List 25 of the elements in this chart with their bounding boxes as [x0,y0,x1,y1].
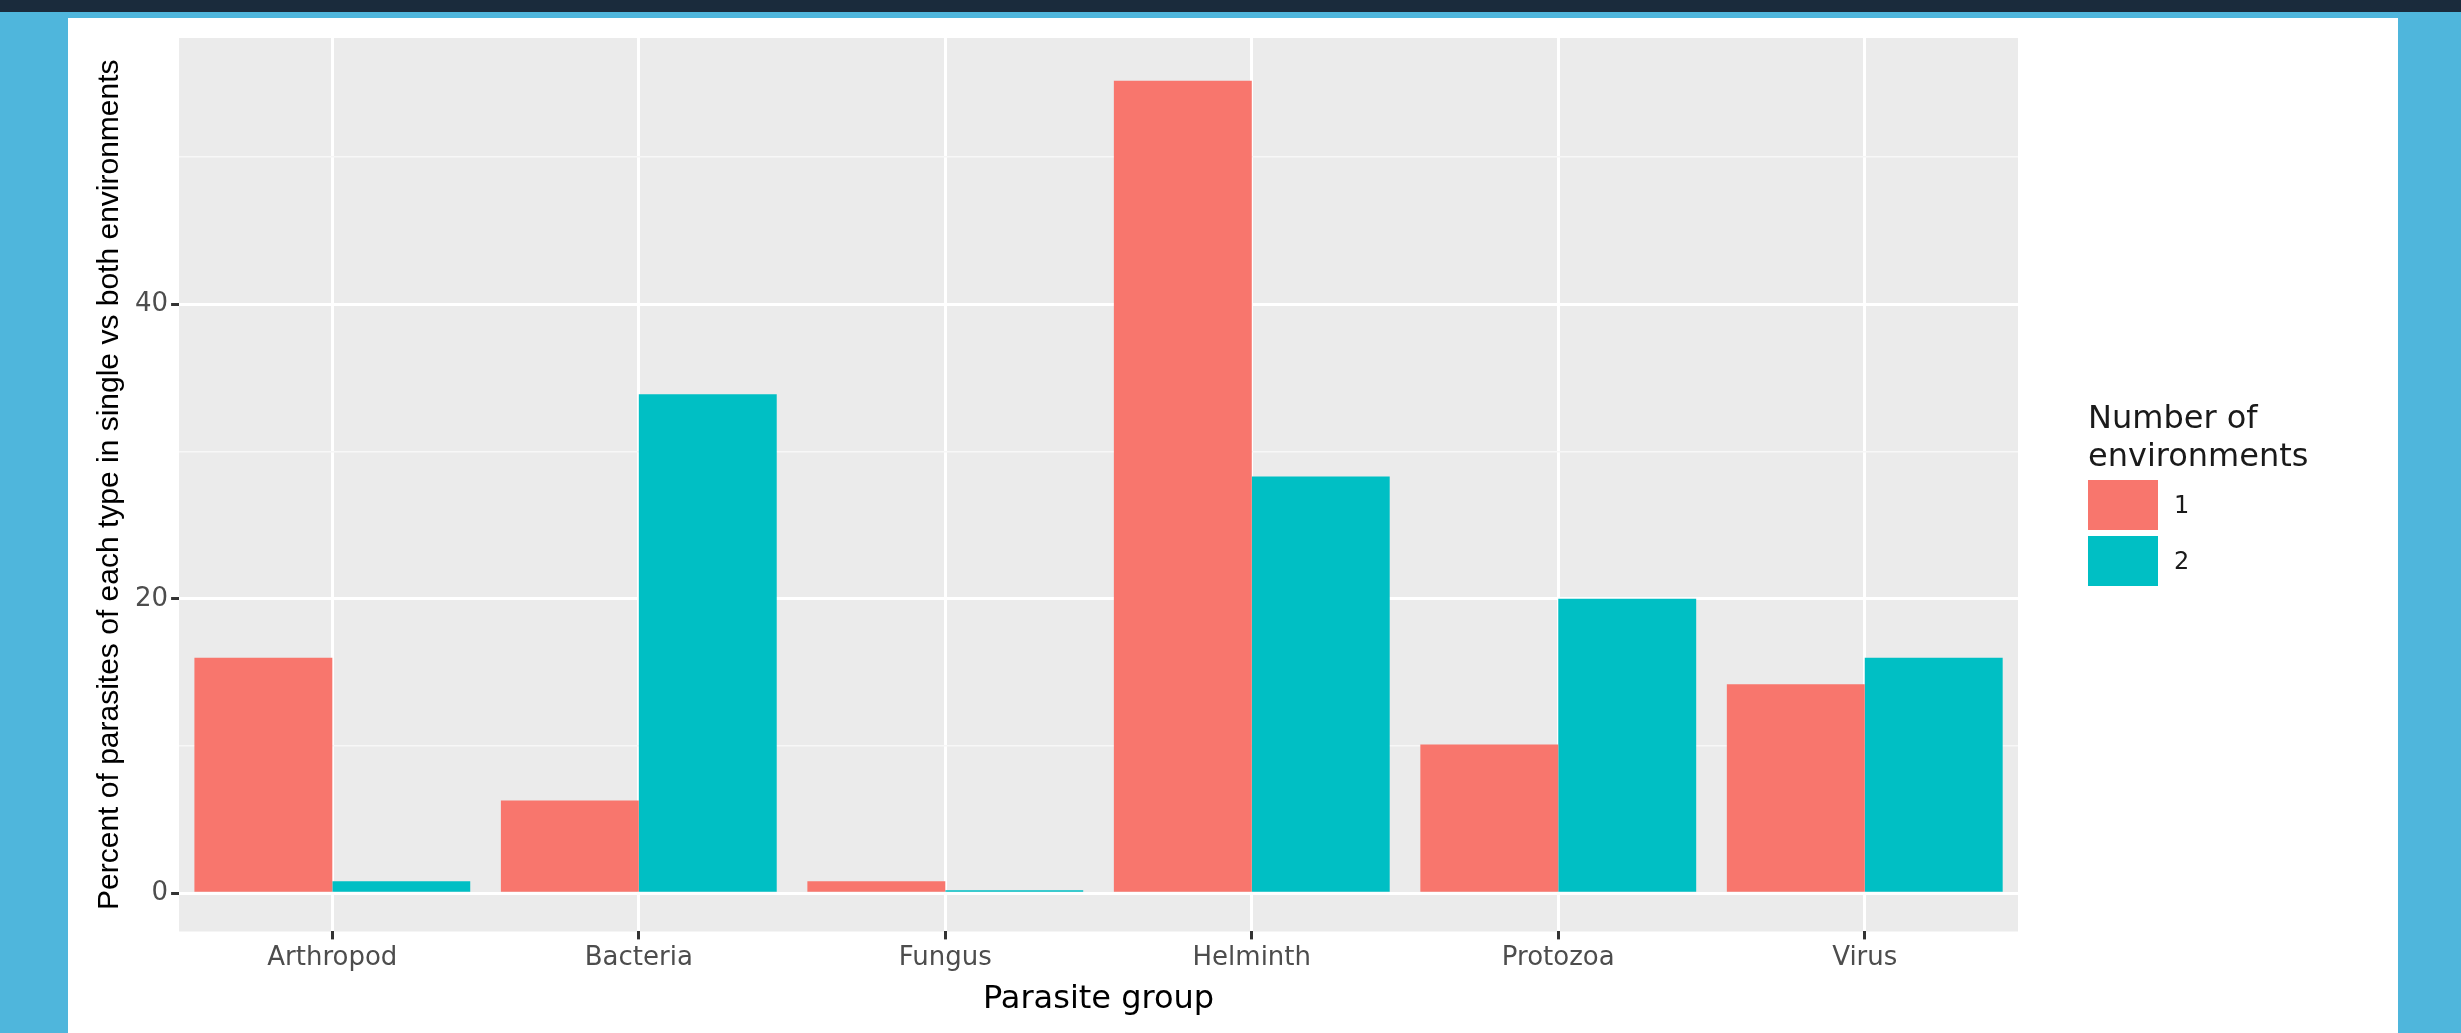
bar [500,800,639,892]
legend-label: 2 [2174,547,2190,575]
bar [807,881,946,892]
y-tick-label: 0 [151,875,169,906]
legend-title: Number of environments [2088,398,2310,474]
bar [1558,598,1697,892]
x-tick-label: Helminth [1192,940,1312,971]
y-tick-label: 40 [134,287,169,318]
y-tick-label: 20 [134,581,169,612]
legend-label: 1 [2174,491,2190,519]
x-tick-label: Fungus [898,940,992,971]
bar [1113,80,1252,892]
y-axis-title: Percent of parasites of each type in single vs both environments [91,59,125,910]
bar [1251,476,1390,892]
bar [638,394,777,892]
x-tick-label: Protozoa [1501,940,1615,971]
x-axis-title: Parasite group [982,978,1215,1017]
bar [194,657,333,892]
bar [1864,657,2003,892]
x-tick-label: Bacteria [584,940,693,971]
bar [1420,744,1559,892]
x-tick-label: Arthropod [267,940,398,971]
bar [332,881,471,892]
x-tick-label: Virus [1832,940,1898,971]
bar [1726,684,1865,892]
